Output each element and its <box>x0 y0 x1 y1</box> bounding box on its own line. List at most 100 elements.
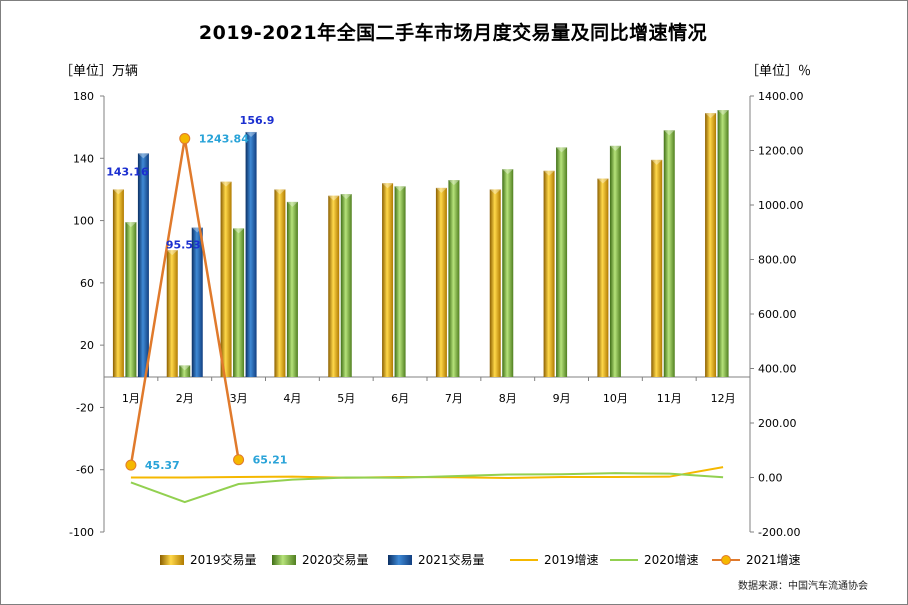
bar-top-bevel <box>543 170 555 176</box>
right-tick-label: -200.00 <box>758 526 800 539</box>
bar-2019交易量 <box>382 183 394 377</box>
legend-label: 2020交易量 <box>302 552 369 567</box>
bar-top-bevel <box>328 195 340 201</box>
legend-swatch-2020交易量 <box>272 555 296 565</box>
bar-top-bevel <box>663 130 675 136</box>
bar-2019交易量 <box>489 189 501 377</box>
right-tick-label: 400.00 <box>758 363 797 376</box>
category-label: 9月 <box>553 392 571 405</box>
bar-2019交易量 <box>112 189 124 377</box>
bar-top-bevel <box>286 201 298 207</box>
left-tick-label: -100 <box>69 526 94 539</box>
right-tick-label: 1200.00 <box>758 145 804 158</box>
bar-top-bevel <box>651 159 663 165</box>
legend-label: 2019增速 <box>544 553 599 567</box>
bar-2019交易量 <box>220 181 232 377</box>
bar-top-bevel <box>179 365 191 371</box>
legend-label: 2019交易量 <box>190 552 257 567</box>
bar-2020交易量 <box>663 130 675 377</box>
right-tick-label: 1000.00 <box>758 199 804 212</box>
bar-top-bevel <box>448 180 460 186</box>
category-label: 6月 <box>391 392 409 405</box>
left-tick-label: 100 <box>73 215 94 228</box>
bar-top-bevel <box>717 110 729 116</box>
bar-2020交易量 <box>125 222 137 377</box>
legend-label: 2020增速 <box>644 553 699 567</box>
category-label: 8月 <box>499 392 517 405</box>
bar-2019交易量 <box>597 178 609 377</box>
bar-2019交易量 <box>328 195 340 377</box>
data-label-2021-growth: 1243.84 <box>199 133 249 146</box>
bar-top-bevel <box>125 222 137 228</box>
bar-2021交易量 <box>137 153 149 377</box>
bar-2019交易量 <box>651 159 663 377</box>
right-axis-unit: ［单位］％ <box>746 64 812 79</box>
legend-swatch-2019交易量 <box>160 555 184 565</box>
bar-top-bevel <box>502 169 514 175</box>
bar-top-bevel <box>597 178 609 184</box>
bar-2019交易量 <box>543 170 555 377</box>
legend-marker-2021增速 <box>721 555 731 565</box>
bar-2020交易量 <box>340 194 352 377</box>
category-label: 4月 <box>283 392 301 405</box>
category-label: 5月 <box>337 392 355 405</box>
data-label-2021-growth: 65.21 <box>253 454 288 467</box>
bar-top-bevel <box>233 228 245 234</box>
bar-top-bevel <box>274 189 286 195</box>
bar-top-bevel <box>220 181 232 187</box>
bar-2020交易量 <box>286 201 298 377</box>
category-label: 7月 <box>445 392 463 405</box>
right-tick-label: 1400.00 <box>758 90 804 103</box>
bar-2020交易量 <box>394 186 406 377</box>
bar-2020交易量 <box>179 365 191 377</box>
bar-2019交易量 <box>705 113 717 377</box>
bar-top-bevel <box>435 187 447 193</box>
bar-2019交易量 <box>274 189 286 377</box>
right-tick-label: 0.00 <box>758 472 783 485</box>
bar-top-bevel <box>137 153 149 159</box>
bar-top-bevel <box>340 194 352 200</box>
data-label-2021-volume: 156.9 <box>240 114 275 127</box>
bar-2020交易量 <box>609 145 621 377</box>
legend-label: 2021增速 <box>746 553 801 567</box>
legend-label: 2021交易量 <box>418 552 485 567</box>
category-label: 2月 <box>176 392 194 405</box>
left-tick-label: 20 <box>80 339 94 352</box>
data-source-note: 数据来源：中国汽车流通协会 <box>738 581 868 592</box>
bar-2021交易量 <box>245 131 257 377</box>
bar-2020交易量 <box>233 228 245 377</box>
line-2020增速 <box>130 472 724 504</box>
bar-top-bevel <box>609 145 621 151</box>
right-tick-label: 800.00 <box>758 254 797 267</box>
category-label: 1月 <box>122 392 140 405</box>
left-tick-label: 60 <box>80 277 94 290</box>
category-label: 12月 <box>711 392 736 405</box>
bar-top-bevel <box>382 183 394 189</box>
legend-swatch-2021交易量 <box>388 555 412 565</box>
left-tick-label: 180 <box>73 90 94 103</box>
right-tick-label: 600.00 <box>758 308 797 321</box>
left-tick-label: 140 <box>73 152 94 165</box>
marker-2021增速 <box>233 454 245 466</box>
right-tick-label: 200.00 <box>758 417 797 430</box>
chart-title: 2019-2021年全国二手车市场月度交易量及同比增速情况 <box>198 22 708 44</box>
data-label-2021-growth: 45.37 <box>145 459 180 472</box>
bar-top-bevel <box>166 250 178 256</box>
bar-2020交易量 <box>556 147 568 377</box>
bar-top-bevel <box>394 186 406 192</box>
bar-2020交易量 <box>448 180 460 377</box>
left-tick-label: -60 <box>76 464 94 477</box>
bar-top-bevel <box>245 131 257 137</box>
left-tick-label: -20 <box>76 401 94 414</box>
bar-2021交易量 <box>191 227 203 377</box>
bar-top-bevel <box>112 189 124 195</box>
bar-top-bevel <box>489 189 501 195</box>
bar-2019交易量 <box>166 250 178 377</box>
left-axis-unit: ［单位］万辆 <box>60 64 139 79</box>
marker-2021增速 <box>179 133 191 145</box>
bar-top-bevel <box>556 147 568 153</box>
bar-2020交易量 <box>502 169 514 377</box>
data-label-2021-volume: 95.53 <box>166 239 201 252</box>
bar-top-bevel <box>705 113 717 119</box>
